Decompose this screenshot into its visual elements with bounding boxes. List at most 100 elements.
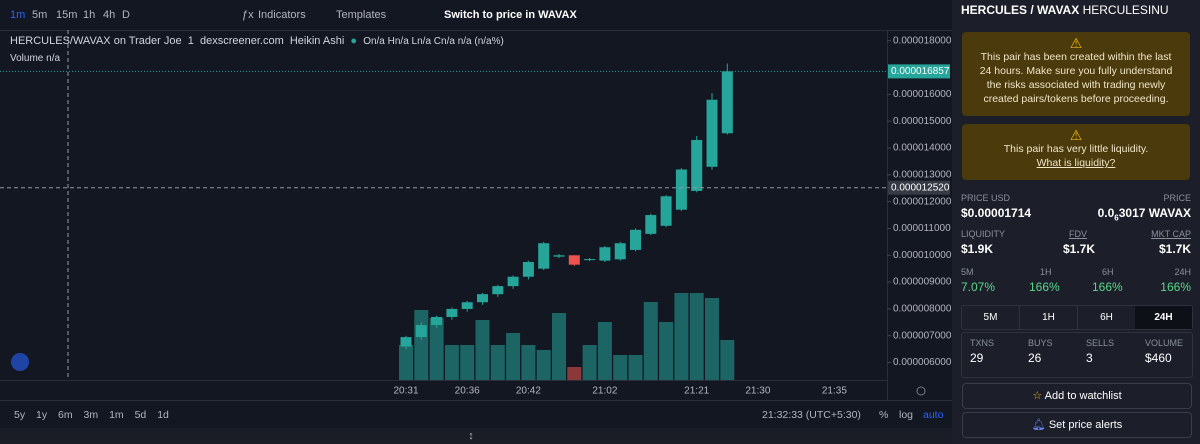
price-part: 3017 WAVAX [1118, 206, 1191, 220]
logo [11, 353, 29, 371]
percent[interactable]: % [879, 409, 889, 421]
candle-body [630, 229, 641, 250]
label: VOLUME [1145, 338, 1184, 348]
tab[interactable]: 1H [1019, 306, 1077, 329]
candle-body [553, 255, 565, 257]
interval[interactable]: 15m [56, 9, 78, 21]
value: 166% [1092, 280, 1123, 294]
candle-body [706, 99, 718, 167]
volume-bar [628, 355, 643, 380]
warning-text: This pair has very little liquidity. [1003, 143, 1149, 155]
candle-body [507, 276, 519, 287]
volume-bar [689, 293, 704, 380]
log[interactable]: log [899, 409, 914, 421]
warning-age: ⚠ This pair has been created within the l… [962, 32, 1190, 116]
volume-bar [460, 345, 475, 380]
candle-body [599, 247, 611, 261]
volume-bar [536, 350, 551, 380]
price-part: 0.0 [1097, 206, 1115, 220]
interval[interactable]: 1h [83, 9, 96, 21]
value: 166% [1029, 280, 1060, 294]
volume-bar [582, 345, 597, 380]
candle-body [522, 261, 534, 277]
button-text: Set price alerts [1048, 419, 1123, 431]
volume-bar [521, 345, 536, 380]
ohlc: On/a Hn/a Ln/a Cn/a n/a (n/a%) [363, 36, 504, 47]
candle-body [584, 259, 596, 261]
x-tick-label: 21:02 [592, 386, 617, 397]
y-tick-label: 0.000018000 [893, 35, 952, 46]
interval[interactable]: 1m [10, 9, 26, 21]
volume-bar [613, 355, 628, 380]
range[interactable]: 1m [109, 409, 124, 421]
legend-title: HERCULES/WAVAX on Trader Joe 1 dexscreen… [10, 35, 504, 47]
x-tick-label: 21:21 [684, 386, 709, 397]
value: 3 [1086, 351, 1093, 365]
volume-bar [720, 340, 735, 380]
warning-liquidity: ⚠ This pair has very little liquidity. Wha… [962, 124, 1190, 180]
label: PRICE [1163, 193, 1191, 203]
value: 7.07% [961, 280, 996, 294]
range[interactable]: 5y [14, 409, 26, 421]
interval[interactable]: 4h [103, 9, 116, 21]
button-text: Add to watchlist [1044, 390, 1122, 402]
candle-body [691, 139, 703, 191]
x-tick-label: 20:36 [455, 386, 480, 397]
label: LIQUIDITY [961, 229, 1006, 239]
indicators-icon[interactable]: ƒx [242, 9, 254, 21]
value: $1.9K [961, 242, 994, 256]
y-tick-label: 0.000012000 [893, 196, 952, 207]
ranges[interactable]: 5y 1y 6m 3m 1m 5d 1d [14, 409, 169, 421]
x-tick-label: 21:30 [745, 386, 770, 397]
volume-bar [567, 367, 582, 380]
value: 26 [1028, 351, 1042, 365]
label: 6H [1102, 267, 1114, 277]
volume-bar [475, 320, 490, 380]
value: $1.7K [1158, 242, 1191, 256]
volume-bar [399, 345, 413, 380]
volume-bar [674, 293, 689, 380]
range[interactable]: 1d [157, 409, 169, 421]
settings-icon[interactable] [916, 386, 926, 396]
candle-body [660, 196, 672, 226]
splitter-handle[interactable]: ↕ [468, 430, 474, 442]
tab[interactable]: 6H [1077, 306, 1135, 329]
clock: 21:32:33 (UTC+5:30) [762, 409, 861, 421]
range[interactable]: 1y [36, 409, 48, 421]
range[interactable]: 3m [83, 409, 99, 421]
label: 5M [961, 267, 974, 277]
candle-body [446, 308, 458, 317]
y-tick-label: 0.000013000 [893, 169, 952, 180]
range[interactable]: 6m [58, 409, 73, 421]
interval[interactable]: D [122, 9, 130, 21]
y-tick-label: 0.000011000 [893, 223, 951, 234]
tab[interactable]: 5M [983, 312, 998, 323]
candle-body [614, 243, 626, 260]
candle-body [492, 286, 504, 295]
last-price-badge [888, 64, 950, 79]
stats-box [961, 332, 1193, 378]
crosshair-badge [888, 180, 950, 195]
volume-bar [506, 333, 521, 380]
warning-text: This pair has been created within the la… [979, 51, 1173, 105]
volume-bar [597, 322, 612, 380]
liquidity-link[interactable]: What is liquidity? [1036, 157, 1116, 169]
tab[interactable]: 24H [1135, 306, 1192, 329]
warning-icon: ⚠ [1069, 35, 1083, 51]
range[interactable]: 5d [134, 409, 147, 421]
price-zeros: 6 [1114, 213, 1119, 223]
indicators[interactable]: Indicators [258, 9, 306, 21]
candle-body [645, 215, 657, 234]
watchlist-button[interactable]: ☆ Add to watchlist [962, 383, 1192, 409]
value: 0.063017 WAVAX [1098, 206, 1191, 222]
templates[interactable]: Templates [336, 9, 387, 21]
auto[interactable]: auto [923, 409, 944, 421]
alerts-button[interactable]: 🔔︎ Set price alerts [962, 412, 1192, 438]
label: MKT CAP [1151, 229, 1191, 239]
switch-price[interactable]: Switch to price in WAVAX [444, 9, 577, 21]
volume-bar [705, 298, 719, 380]
candle-body [431, 316, 443, 326]
interval[interactable]: 5m [32, 9, 48, 21]
value: $1.7K [1063, 242, 1096, 256]
style: Heikin Ashi [289, 35, 345, 47]
